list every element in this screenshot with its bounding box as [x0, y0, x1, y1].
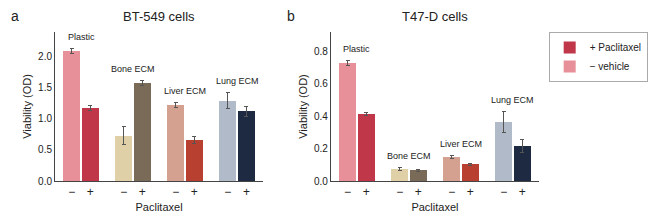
svg-text:0.0: 0.0 [38, 176, 52, 187]
svg-text:0.8: 0.8 [314, 46, 328, 57]
svg-text:+: + [87, 185, 94, 199]
svg-text:+ Paclitaxel: + Paclitaxel [590, 42, 641, 53]
svg-text:Bone ECM: Bone ECM [111, 64, 155, 74]
svg-text:0.6: 0.6 [314, 78, 328, 89]
svg-text:−: − [172, 185, 179, 199]
svg-text:a: a [11, 8, 19, 24]
svg-text:−: − [224, 185, 231, 199]
svg-text:−: − [120, 185, 127, 199]
svg-text:+: + [467, 185, 474, 199]
svg-text:Lung ECM: Lung ECM [491, 95, 534, 105]
svg-text:Viability (OD): Viability (OD) [297, 74, 309, 139]
svg-text:− vehicle: − vehicle [590, 61, 630, 72]
svg-text:Viability (OD): Viability (OD) [21, 74, 33, 139]
svg-text:+: + [363, 185, 370, 199]
svg-text:−: − [500, 185, 507, 199]
svg-text:−: − [344, 185, 351, 199]
svg-text:2.0: 2.0 [38, 51, 52, 62]
svg-text:Plastic: Plastic [343, 44, 370, 54]
svg-text:−: − [448, 185, 455, 199]
svg-text:Liver ECM: Liver ECM [440, 139, 482, 149]
svg-text:0.0: 0.0 [314, 176, 328, 187]
svg-text:b: b [287, 8, 295, 24]
svg-text:1.0: 1.0 [38, 113, 52, 124]
svg-text:−: − [68, 185, 75, 199]
svg-text:Paclitaxel: Paclitaxel [411, 201, 458, 213]
svg-text:+: + [191, 185, 198, 199]
svg-text:+: + [243, 185, 250, 199]
svg-text:Paclitaxel: Paclitaxel [136, 201, 183, 213]
svg-text:0.5: 0.5 [38, 144, 52, 155]
svg-text:+: + [139, 185, 146, 199]
svg-text:Liver ECM: Liver ECM [164, 86, 206, 96]
svg-text:Bone ECM: Bone ECM [387, 151, 431, 161]
svg-text:−: − [396, 185, 403, 199]
svg-text:0.4: 0.4 [314, 111, 328, 122]
svg-text:T47-D cells: T47-D cells [402, 9, 468, 24]
svg-text:+: + [519, 185, 526, 199]
svg-text:+: + [415, 185, 422, 199]
svg-text:1.5: 1.5 [38, 82, 52, 93]
svg-text:BT-549 cells: BT-549 cells [123, 9, 195, 24]
svg-text:0.2: 0.2 [314, 143, 328, 154]
svg-text:Lung ECM: Lung ECM [216, 76, 259, 86]
svg-text:Plastic: Plastic [68, 32, 95, 42]
